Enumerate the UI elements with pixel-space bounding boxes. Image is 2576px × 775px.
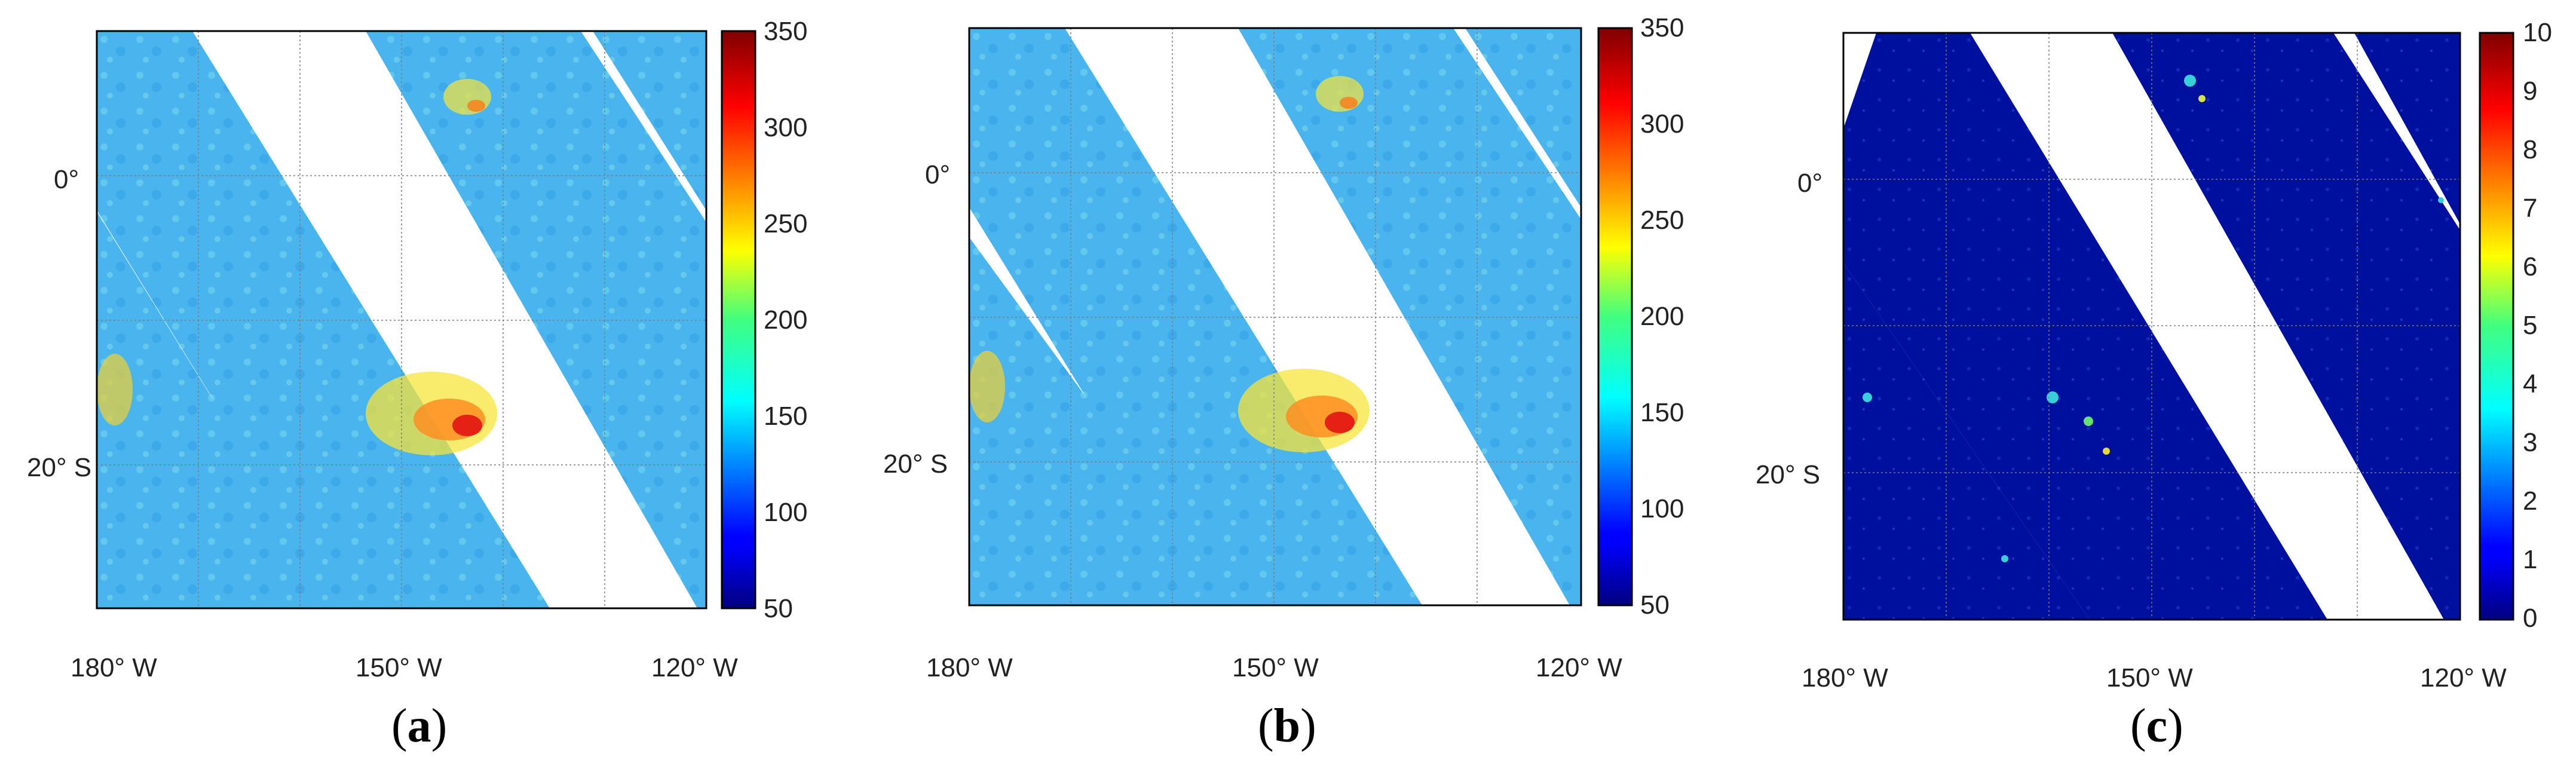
lon-label-180w: 180° W bbox=[71, 653, 157, 682]
colorbar-tick: 250 bbox=[764, 209, 808, 238]
map-frame bbox=[968, 27, 1582, 606]
colorbar-tick: 50 bbox=[764, 594, 793, 623]
lat-label-20s: 20° S bbox=[1756, 460, 1821, 489]
lon-label-120w: 120° W bbox=[1536, 653, 1622, 682]
colorbar-tick: 50 bbox=[1640, 590, 1670, 620]
colorbar-tick: 100 bbox=[764, 498, 808, 527]
map-area-b bbox=[968, 27, 1582, 606]
lat-label-20s: 20° S bbox=[883, 449, 948, 479]
swath-band bbox=[2354, 33, 2460, 224]
caption-b: (b) bbox=[1258, 700, 1316, 752]
map-area-c bbox=[1842, 32, 2461, 621]
grid-lines bbox=[97, 31, 706, 608]
colorbar-tick: 1 bbox=[2523, 545, 2538, 574]
swath-band bbox=[1465, 28, 1581, 207]
colorbar-tick: 3 bbox=[2523, 428, 2538, 457]
lon-label-150w: 150° W bbox=[2106, 663, 2193, 693]
colorbar-tick: 10 bbox=[2523, 18, 2552, 47]
colorbar-tick: 300 bbox=[764, 113, 808, 142]
swath-band bbox=[969, 28, 1422, 605]
map-area-a bbox=[96, 30, 707, 609]
grid-lines bbox=[969, 28, 1581, 605]
storm-cluster bbox=[97, 79, 497, 455]
panel-a: 0° 20° S 180° W 150° W 120° W 350 300 25… bbox=[0, 0, 859, 775]
lon-label-150w: 150° W bbox=[356, 653, 442, 682]
lon-label-120w: 120° W bbox=[651, 653, 738, 682]
caption-c: (c) bbox=[2130, 700, 2183, 752]
colorbar-tick: 150 bbox=[764, 402, 808, 431]
caption-a: (a) bbox=[391, 700, 448, 752]
swath-band bbox=[2112, 33, 2460, 620]
swath-band bbox=[97, 240, 366, 608]
colorbar-tick: 9 bbox=[2523, 76, 2538, 106]
swath-band bbox=[1238, 28, 1581, 605]
difference-speckles bbox=[1863, 75, 2444, 562]
colorbar-tick: 8 bbox=[2523, 135, 2538, 164]
swath-band bbox=[1843, 263, 2090, 620]
map-frame bbox=[96, 30, 707, 609]
lat-label-0: 0° bbox=[1797, 169, 1823, 198]
map-frame bbox=[1842, 32, 2461, 621]
colorbar-tick: 200 bbox=[1640, 302, 1684, 331]
swath-band bbox=[1843, 33, 2327, 620]
colorbar-tick: 350 bbox=[1640, 13, 1684, 42]
storm-cluster bbox=[969, 76, 1370, 452]
lat-label-0: 0° bbox=[925, 160, 951, 189]
colorbar-tick: 100 bbox=[1640, 494, 1684, 523]
lat-label-20s: 20° S bbox=[27, 453, 92, 482]
lat-label-0: 0° bbox=[54, 165, 79, 194]
grid-lines bbox=[1843, 33, 2460, 620]
colorbar-tick: 6 bbox=[2523, 252, 2538, 281]
colorbar-tick: 350 bbox=[764, 17, 808, 46]
lon-label-120w: 120° W bbox=[2420, 663, 2507, 693]
colorbar-b bbox=[1597, 27, 1633, 606]
colorbar-tick: 4 bbox=[2523, 369, 2538, 399]
colorbar-c bbox=[2479, 32, 2514, 621]
lon-label-150w: 150° W bbox=[1232, 653, 1319, 682]
lon-label-180w: 180° W bbox=[926, 653, 1013, 682]
swath-band bbox=[593, 31, 706, 210]
colorbar-tick: 5 bbox=[2523, 311, 2538, 340]
colorbar-a bbox=[721, 30, 756, 609]
colorbar-tick: 200 bbox=[764, 305, 808, 335]
colorbar-tick: 2 bbox=[2523, 486, 2538, 516]
colorbar-tick: 300 bbox=[1640, 109, 1684, 139]
swath-band bbox=[969, 237, 1238, 605]
lon-label-180w: 180° W bbox=[1802, 663, 1888, 693]
colorbar-tick: 250 bbox=[1640, 206, 1684, 235]
colorbar-tick: 0 bbox=[2523, 604, 2538, 633]
colorbar-tick: 150 bbox=[1640, 398, 1684, 427]
colorbar-tick: 7 bbox=[2523, 194, 2538, 223]
